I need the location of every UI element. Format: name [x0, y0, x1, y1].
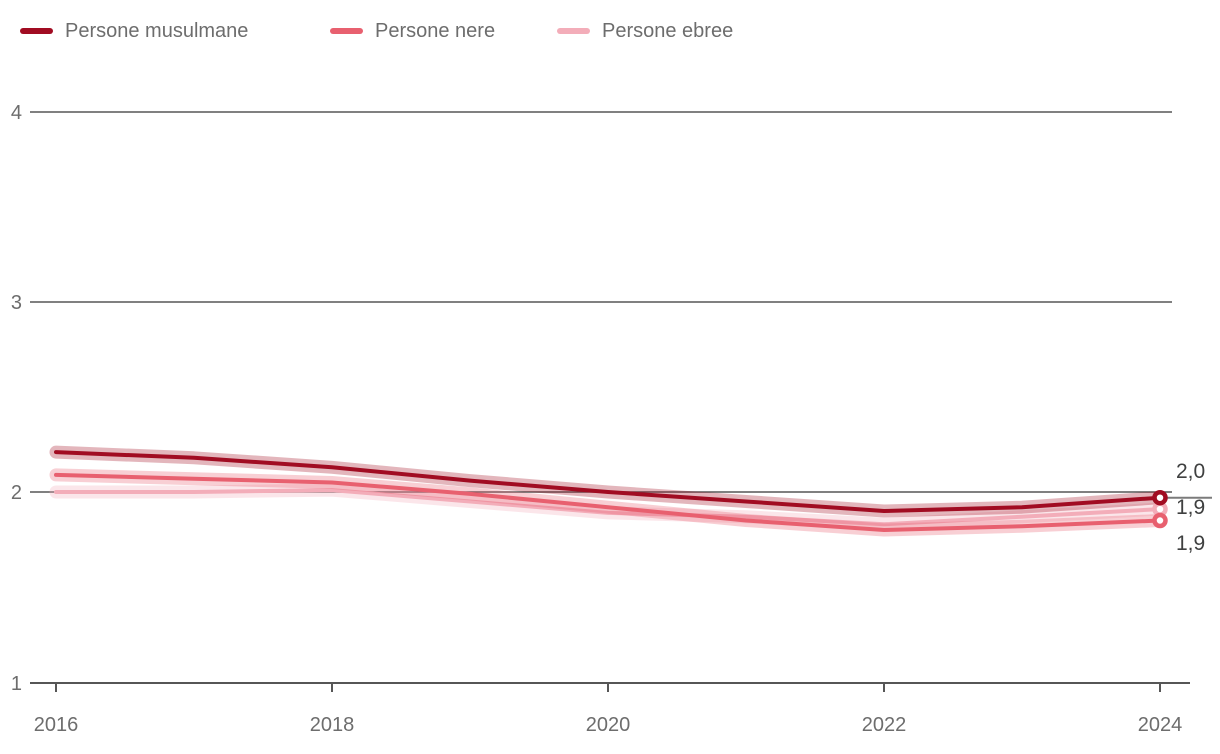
legend-item-persone-ebree: Persone ebree — [557, 14, 733, 48]
legend-label-persone-musulmane: Persone musulmane — [65, 19, 249, 42]
legend-item-persone-musulmane: Persone musulmane — [20, 14, 248, 48]
value-label-persone-musulmane: 2,0 — [1176, 460, 1205, 483]
endpoint-marker-persone-nere — [1152, 512, 1168, 529]
endpoint-marker-persone-musulmane — [1152, 489, 1168, 506]
series-line-persone-musulmane — [54, 450, 1162, 513]
chart-legend: Persone musulmane Persone nere Persone e… — [0, 14, 1220, 48]
legend-swatch-persone-nere-icon — [330, 28, 363, 34]
legend-item-persone-nere: Persone nere — [330, 14, 495, 48]
series-line-persone-nere — [54, 472, 1162, 532]
value-label-persone-nere: 1,9 — [1176, 532, 1205, 555]
y-axis-label-1: 1 — [11, 673, 22, 695]
series-line-persone-ebree — [54, 488, 1162, 527]
legend-swatch-persone-musulmane-icon — [20, 28, 53, 34]
x-axis-label-2018: 2018 — [310, 714, 355, 736]
y-axis-label-3: 3 — [11, 292, 22, 314]
x-axis-label-2020: 2020 — [586, 714, 631, 736]
x-axis-label-2022: 2022 — [862, 714, 907, 736]
value-label-persone-ebree: 1,9 — [1176, 496, 1205, 519]
legend-swatch-persone-ebree-icon — [557, 28, 590, 34]
x-axis-label-2024: 2024 — [1138, 714, 1183, 736]
y-axis-label-2: 2 — [11, 482, 22, 504]
legend-label-persone-nere: Persone nere — [375, 19, 496, 42]
y-axis-label-4: 4 — [11, 102, 22, 124]
x-axis-label-2016: 2016 — [34, 714, 79, 736]
legend-label-persone-ebree: Persone ebree — [602, 19, 734, 42]
